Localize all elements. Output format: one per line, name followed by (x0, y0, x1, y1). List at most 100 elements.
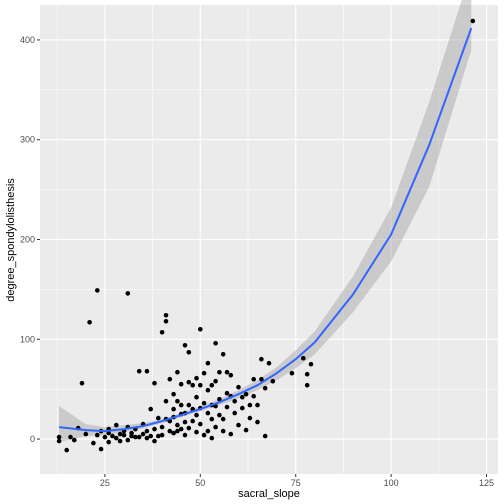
data-point (247, 402, 253, 408)
data-point (209, 435, 215, 441)
data-point (194, 394, 199, 400)
data-point (232, 398, 237, 404)
data-point (262, 385, 268, 391)
data-point (217, 396, 222, 402)
data-point (159, 424, 165, 430)
data-point (190, 418, 195, 424)
data-point (159, 432, 165, 438)
data-point (156, 433, 161, 439)
data-point (56, 438, 62, 444)
data-point (136, 434, 142, 440)
data-point (152, 426, 157, 432)
data-point (171, 406, 176, 412)
y-axis-ticks: 0 100 200 300 400 (20, 35, 40, 444)
data-point (259, 356, 264, 362)
data-point (232, 410, 237, 416)
data-point (304, 382, 310, 388)
confidence-ribbon (59, 0, 472, 443)
data-point (251, 376, 256, 382)
data-point (186, 379, 192, 385)
data-point (236, 422, 241, 428)
data-point (98, 446, 104, 452)
data-point (175, 398, 180, 404)
data-point (163, 313, 169, 318)
grid-major (40, 5, 498, 474)
x-tick-label: 100 (384, 478, 399, 488)
data-point (194, 429, 199, 435)
confidence-ribbon-layer (59, 0, 472, 443)
x-tick-label: 50 (195, 478, 205, 488)
data-point (236, 384, 241, 390)
data-point (182, 343, 188, 348)
data-point (224, 404, 230, 410)
data-point (220, 428, 226, 434)
y-tick-label: 400 (20, 35, 35, 45)
data-point (72, 437, 77, 443)
data-point (175, 369, 180, 375)
data-point (201, 370, 207, 376)
data-point (186, 402, 192, 408)
data-point (56, 434, 62, 440)
data-point (266, 360, 272, 366)
data-point (87, 320, 92, 325)
y-tick-label: 100 (20, 334, 35, 344)
data-point (175, 428, 180, 434)
data-point (106, 430, 111, 436)
data-point (178, 381, 184, 387)
data-point (114, 435, 119, 441)
data-point (186, 425, 192, 431)
data-point (224, 369, 230, 375)
data-point (201, 432, 207, 438)
data-point (217, 369, 222, 375)
data-point (91, 440, 96, 446)
data-point (255, 402, 260, 408)
data-point (159, 330, 165, 335)
data-point (175, 422, 180, 428)
data-point (110, 433, 115, 439)
data-point (114, 422, 119, 428)
data-point (182, 419, 188, 425)
data-point (228, 431, 234, 437)
data-point (125, 437, 131, 443)
data-point (95, 432, 100, 438)
data-point (240, 394, 245, 400)
data-point (171, 391, 176, 397)
data-point (205, 428, 211, 434)
data-point (243, 427, 249, 433)
smooth-line (58, 27, 473, 433)
data-point (102, 434, 108, 440)
smooth-line-layer (58, 27, 473, 433)
data-point (194, 412, 199, 418)
data-point (304, 371, 310, 377)
data-point (171, 430, 176, 436)
data-point (209, 416, 215, 422)
data-point (178, 426, 184, 432)
data-point (224, 390, 230, 396)
data-point (178, 402, 184, 408)
data-point (144, 368, 150, 374)
data-point (470, 18, 476, 24)
data-point (255, 419, 260, 425)
data-point (144, 435, 150, 441)
data-point (182, 432, 188, 438)
data-point (163, 319, 169, 324)
data-point (106, 439, 111, 445)
x-axis-title: sacral_slope (238, 488, 300, 500)
data-point (220, 352, 226, 357)
y-tick-label: 0 (30, 434, 35, 444)
data-point (121, 432, 127, 438)
data-point (198, 421, 203, 427)
data-point (129, 433, 134, 439)
data-point (152, 438, 157, 444)
data-point (289, 370, 295, 376)
y-tick-label: 200 (20, 235, 35, 245)
data-point (201, 400, 207, 406)
x-tick-label: 75 (291, 478, 301, 488)
data-point (217, 412, 222, 418)
data-point (167, 428, 173, 434)
data-point (190, 382, 195, 388)
data-point (194, 375, 199, 381)
data-point (68, 434, 73, 440)
data-point (213, 424, 218, 430)
data-point (83, 431, 89, 437)
